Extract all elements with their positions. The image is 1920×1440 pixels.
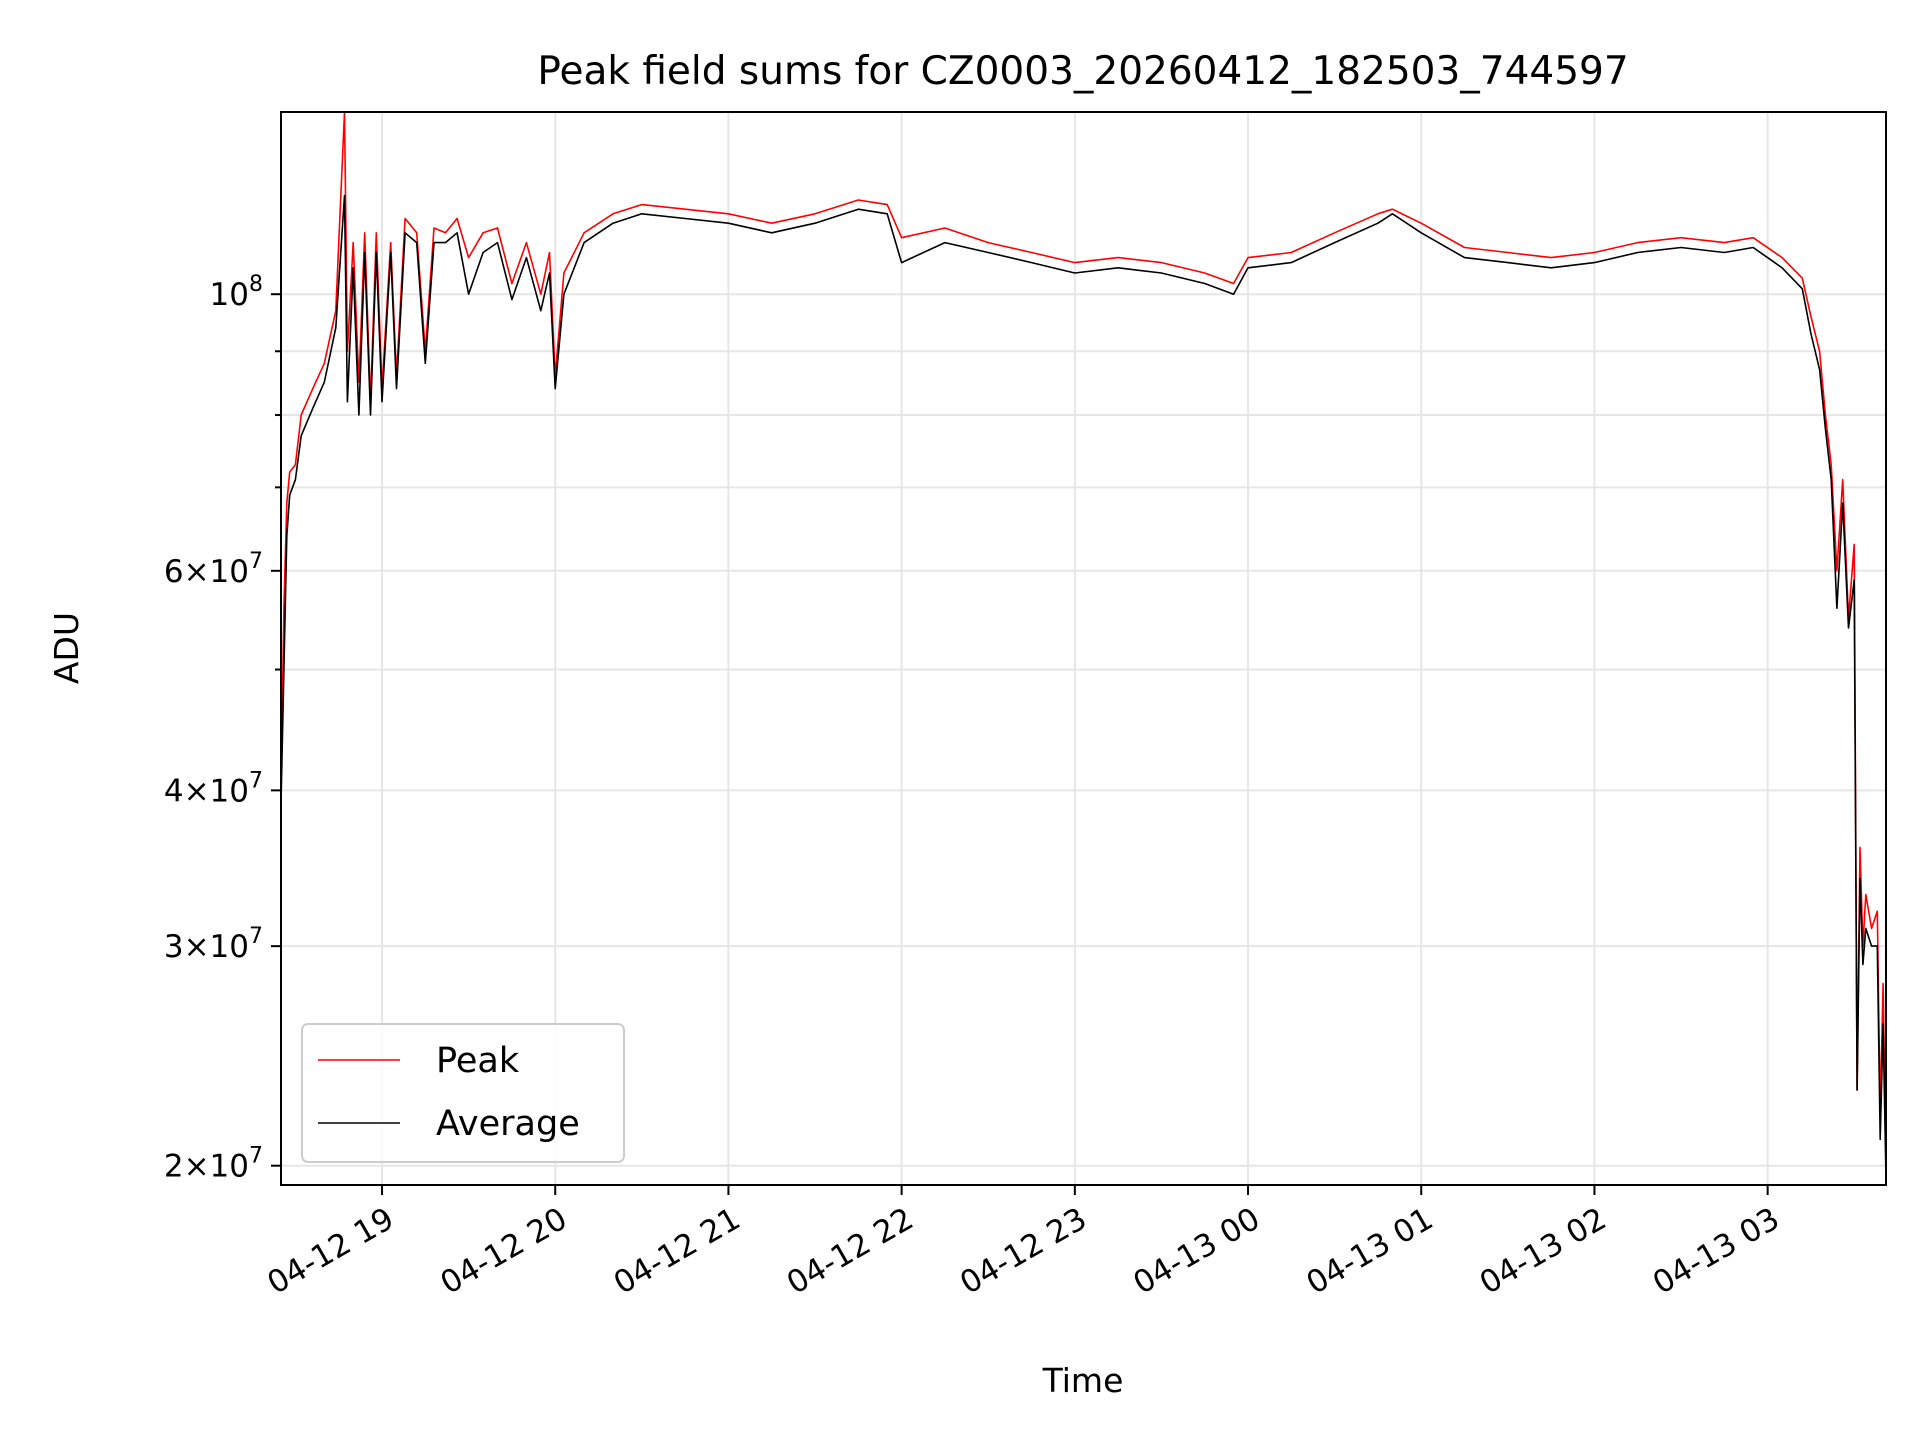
y-tick-label: 6×107 <box>164 549 263 590</box>
legend-label-peak: Peak <box>436 1041 520 1081</box>
y-tick-label: 2×107 <box>164 1144 263 1185</box>
x-axis-label: Time <box>1042 1361 1124 1400</box>
grid-lines <box>281 112 1886 1185</box>
series-layer <box>281 112 1886 1180</box>
legend-label-average: Average <box>436 1104 580 1144</box>
legend-box <box>301 1023 625 1163</box>
legend: Peak Average <box>301 1023 625 1163</box>
plot-area-frame <box>280 111 1887 1186</box>
y-tick-label: 3×107 <box>164 924 263 965</box>
y-tick-label: 4×107 <box>164 768 263 809</box>
y-axis: 108 6×107 4×107 3×107 2×107 <box>164 272 281 1185</box>
series-line-average <box>281 194 1886 1180</box>
y-axis-label: ADU <box>47 612 86 684</box>
chart-title: Peak field sums for CZ0003_20260412_1825… <box>537 49 1628 94</box>
y-tick-label: 108 <box>210 272 263 313</box>
